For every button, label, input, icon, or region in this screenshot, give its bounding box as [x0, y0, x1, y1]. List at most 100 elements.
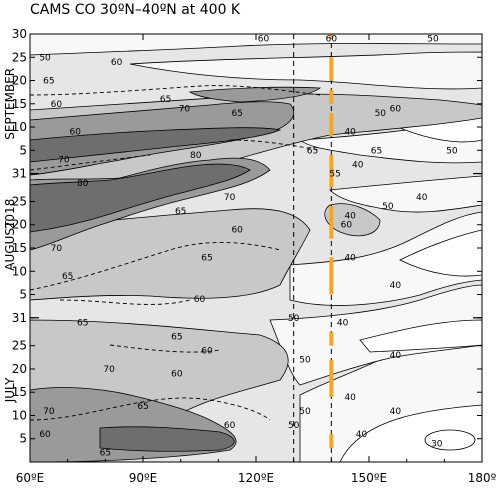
year-label: 2018 [3, 199, 17, 230]
contour-label: 50 [427, 35, 439, 45]
contour-line [109, 344, 221, 353]
x-tick-label: 180º [468, 471, 497, 485]
contour-region [399, 229, 482, 277]
contour-line [30, 154, 151, 171]
contour-label: 50 [288, 421, 300, 431]
y-tick-label: 15 [12, 385, 27, 399]
contour-label: 40 [416, 193, 428, 203]
y-tick-label: 31 [12, 311, 27, 325]
contour-label: 40 [352, 160, 364, 170]
contour-label: 65 [175, 207, 186, 217]
contour-label: 40 [344, 393, 356, 403]
contour-label: 55 [329, 170, 340, 180]
contour-label: 60 [39, 430, 51, 440]
contour-label: 40 [356, 430, 368, 440]
contour-region [188, 86, 322, 103]
x-tick-label: 60ºE [16, 471, 45, 485]
contour-label: 70 [179, 104, 191, 114]
contour-label: 60 [390, 104, 402, 114]
contour-label: 40 [390, 281, 402, 291]
contour-region [30, 208, 311, 301]
contour-label: 65 [62, 272, 73, 282]
contour-label: 65 [100, 449, 111, 459]
contour-line [30, 242, 281, 291]
chart-title: CAMS CO 30ºN–40ºN at 400 K [30, 2, 241, 18]
y-tick-label: 30 [12, 27, 27, 41]
contour-label: 50 [375, 109, 387, 119]
contour-label: 50 [446, 146, 458, 156]
contour-region [424, 429, 476, 451]
y-tick-label: 5 [19, 432, 27, 446]
contour-label: 80 [190, 151, 202, 161]
contour-label: 65 [307, 146, 318, 156]
y-tick-label: 10 [12, 264, 27, 278]
y-tick-label: 20 [12, 74, 27, 88]
contour-label: 65 [371, 146, 382, 156]
contour-label: 65 [160, 95, 171, 105]
y-tick-label: 5 [19, 143, 27, 157]
contour-label: 50 [39, 53, 51, 63]
y-tick-label: 10 [12, 120, 27, 134]
y-tick-label: 5 [19, 288, 27, 302]
contour-label: 40 [344, 128, 356, 138]
contour-label: 50 [288, 314, 300, 324]
contour-label: 65 [231, 109, 242, 119]
shade-band-above-80 [30, 127, 282, 452]
contour-label: 50 [299, 407, 311, 417]
contour-line [30, 85, 321, 96]
contour-label: 60 [201, 346, 213, 356]
contour-region [329, 175, 482, 213]
contour-region [30, 163, 251, 233]
contour-region [129, 51, 482, 90]
month-label: AUGUST [3, 220, 17, 271]
contour-label: 60 [69, 128, 81, 138]
y-tick-label: 25 [12, 339, 27, 353]
y-tick-label: 25 [12, 194, 27, 208]
contour-label: 60 [194, 295, 206, 305]
contour-label: 65 [171, 332, 182, 342]
contour-region [289, 211, 482, 306]
contour-region [324, 203, 381, 237]
contour-label: 70 [43, 407, 55, 417]
y-tick-label: 31 [12, 167, 27, 181]
contour-label: 40 [390, 351, 402, 361]
contour-label: 65 [77, 318, 88, 328]
contour-label: 70 [51, 244, 63, 254]
month-label: JULY [3, 377, 17, 403]
contour-region [269, 284, 482, 386]
contour-label: 70 [224, 193, 236, 203]
contour-label: 40 [390, 407, 402, 417]
contour-label: 30 [431, 439, 443, 449]
contour-label: 60 [341, 221, 353, 231]
contour-line [30, 397, 271, 421]
contour-label: 60 [111, 58, 123, 68]
contour-label: 70 [58, 156, 70, 166]
x-tick-label: 120ºE [238, 471, 274, 485]
contour-label: 60 [51, 100, 63, 110]
y-tick-label: 15 [12, 97, 27, 111]
y-tick-label: 20 [12, 362, 27, 376]
contour-label: 65 [137, 402, 148, 412]
contour-label: 70 [103, 365, 115, 375]
y-tick-label: 15 [12, 241, 27, 255]
contour-label: 50 [299, 356, 311, 366]
contour-label: 80 [77, 179, 89, 189]
contour-label: 40 [337, 318, 349, 328]
y-tick-label: 10 [12, 408, 27, 422]
contour-label: 65 [43, 77, 54, 87]
contour-65-dashed [30, 85, 321, 421]
contour-label: 60 [171, 370, 183, 380]
contour-line [229, 139, 321, 151]
y-axis: 5 10 15 20 25 31 5 10 15 20 25 31 5 10 15 20 25 30 [12, 27, 482, 446]
contour-region [359, 319, 482, 353]
contour-region [99, 426, 235, 452]
contour-label: 40 [344, 253, 356, 263]
y-tick-label: 25 [12, 50, 27, 64]
contour-label: 50 [382, 202, 394, 212]
contour-label: 60 [224, 421, 236, 431]
contour-region [30, 127, 282, 163]
contour-label: 40 [344, 211, 356, 221]
x-axis: 60ºE 90ºE 120ºE 150ºE 180º [16, 34, 497, 485]
